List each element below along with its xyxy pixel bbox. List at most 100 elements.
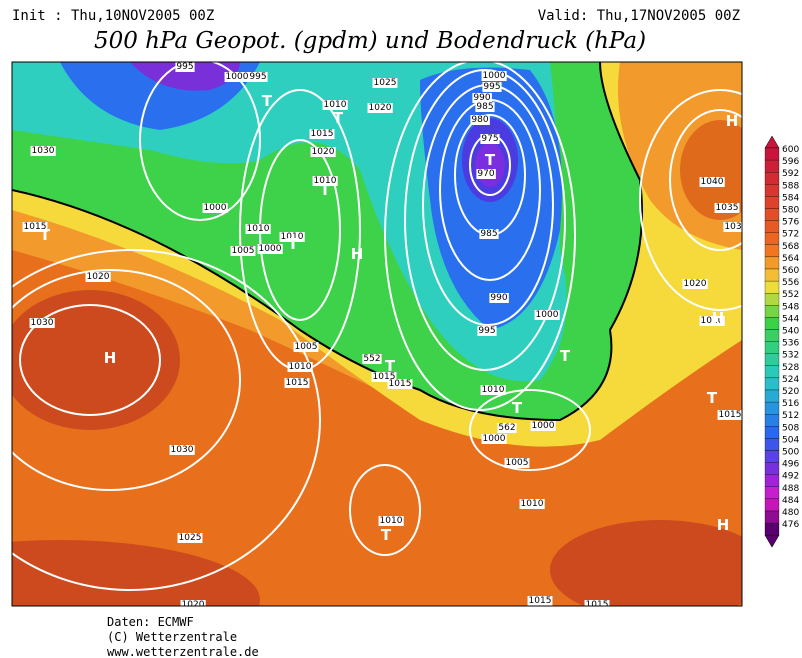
label-bg <box>85 272 111 282</box>
colorbar-swatch <box>764 244 780 258</box>
colorbar-swatch <box>764 389 780 403</box>
isobar-label: 1005 <box>232 246 255 256</box>
isobar-label: 562 <box>498 423 515 433</box>
pressure-center: T <box>385 357 396 375</box>
pressure-center: T <box>707 389 718 407</box>
isobar-label: 1010 <box>521 499 544 509</box>
colorbar-label: 520 <box>782 387 799 397</box>
valid-text: Valid: Thu,17NOV2005 00Z <box>538 8 740 24</box>
label-bg <box>245 224 271 234</box>
label-bg <box>169 445 195 455</box>
colorbar-label: 588 <box>782 181 799 191</box>
label-bg <box>30 146 56 156</box>
label-bg <box>387 379 413 389</box>
label-bg <box>279 232 305 242</box>
pressure-center: T <box>288 235 299 253</box>
label-bg <box>497 423 517 433</box>
footer-line: www.wetterzentrale.de <box>107 645 259 658</box>
colorbar-label: 572 <box>782 230 799 240</box>
footer-line: (C) Wetterzentrale <box>107 630 237 644</box>
colorbar-label: 476 <box>782 520 799 530</box>
colorbar-swatch <box>764 172 780 185</box>
colorbar-label: 484 <box>782 496 799 506</box>
label-bg <box>723 222 742 232</box>
footer-line: Daten: ECMWF <box>107 615 194 629</box>
isobar-label: 1020 <box>182 600 205 610</box>
label-bg <box>470 115 490 125</box>
pressure-center: H <box>712 309 725 327</box>
isobar-label: 1035 <box>716 203 739 213</box>
colorbar-swatch <box>764 256 780 270</box>
colorbar-label: 564 <box>782 254 799 264</box>
colorbar-swatch <box>764 220 780 233</box>
label-bg <box>362 354 382 364</box>
label-bg <box>284 378 310 388</box>
label-bg <box>257 244 283 254</box>
isobar-label: 1000 <box>532 421 555 431</box>
isobar-label: 1015 <box>719 410 742 420</box>
isobar-label: 1000 <box>204 203 227 213</box>
label-bg <box>472 93 492 103</box>
isobar-label: 1000 <box>536 310 559 320</box>
isobar-label: 995 <box>478 326 495 336</box>
colorbar-swatch <box>764 341 780 354</box>
isobar-label: 975 <box>481 134 498 144</box>
label-bg <box>322 100 348 110</box>
isobar-label: 990 <box>473 93 490 103</box>
label-bg <box>175 62 195 72</box>
label-bg <box>367 103 393 113</box>
label-bg <box>714 203 740 213</box>
colorbar-label: 480 <box>782 508 799 518</box>
isobar-label: 1015 <box>24 222 47 232</box>
pressure-center: T <box>333 109 344 127</box>
colorbar-label: 592 <box>782 169 799 179</box>
label-bg <box>22 222 48 232</box>
colorbar-label: 528 <box>782 363 799 373</box>
label-bg <box>372 78 398 88</box>
colorbar-label: 556 <box>782 278 799 288</box>
colorbar-label: 552 <box>782 290 799 300</box>
colorbar-label: 544 <box>782 314 799 324</box>
isobar-label: 1025 <box>374 78 397 88</box>
isobar-label: 1000 <box>483 71 506 81</box>
pressure-center: T <box>262 92 273 110</box>
label-bg <box>477 326 497 336</box>
label-bg <box>230 246 256 256</box>
colorbar-swatch <box>764 498 780 512</box>
colorbar-label: 596 <box>782 157 799 167</box>
isobar-label: 1020 <box>312 147 335 157</box>
label-bg <box>504 458 530 468</box>
pressure-center: T <box>320 181 331 199</box>
isobar-label: 1010 <box>247 224 270 234</box>
isobar-label: 1020 <box>369 103 392 113</box>
isobar-label: 990 <box>490 293 507 303</box>
colorbar-label: 504 <box>782 435 799 445</box>
isobar-label: 985 <box>480 229 497 239</box>
colorbar-label: 580 <box>782 206 799 216</box>
isobar-label: 1015 <box>389 379 412 389</box>
pressure-center: H <box>717 516 730 534</box>
pressure-center: H <box>351 245 364 263</box>
label-bg <box>480 134 500 144</box>
pressure-center: H <box>726 112 739 130</box>
label-bg <box>717 410 742 420</box>
pressure-center: T <box>560 347 571 365</box>
isobar-label: 1015 <box>586 600 609 610</box>
isobar-label: 1015 <box>529 596 552 606</box>
isobar-label: 1030 <box>171 445 194 455</box>
colorbar-swatch <box>764 438 780 451</box>
label-bg <box>310 147 336 157</box>
isobar-label: 1040 <box>701 177 724 187</box>
label-bg <box>481 71 507 81</box>
colorbar-swatch <box>764 365 780 379</box>
label-bg <box>530 421 556 431</box>
isobar-label: 1020 <box>87 272 110 282</box>
pressure-center: T <box>485 151 496 169</box>
label-bg <box>699 177 725 187</box>
isobar-label: 1010 <box>701 316 724 326</box>
colorbar-swatch <box>764 159 780 173</box>
label-bg <box>248 72 268 82</box>
colorbar-label: 560 <box>782 266 799 276</box>
pressure-center: T <box>381 526 392 544</box>
isobar-label: 1000 <box>226 72 249 82</box>
